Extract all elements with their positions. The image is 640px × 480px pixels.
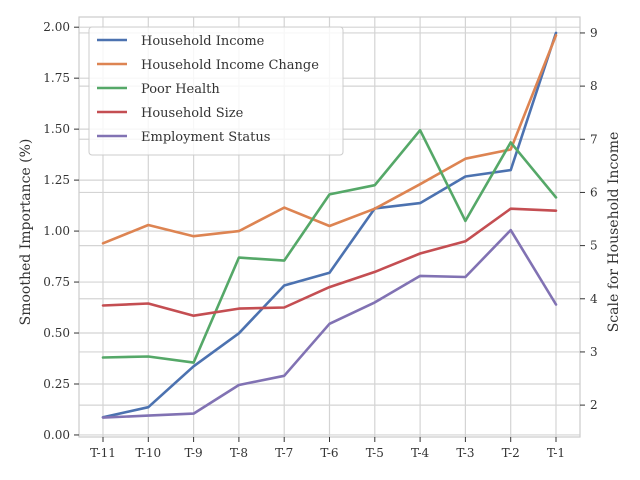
y-tick-label: 0.75	[43, 275, 70, 289]
y-tick-label-right: 4	[590, 292, 598, 306]
x-tick-label: T-2	[502, 446, 520, 460]
legend-label: Household Income Change	[141, 58, 319, 73]
y-tick-label-right: 2	[590, 398, 598, 412]
x-tick-label: T-7	[275, 446, 293, 460]
legend-box	[88, 26, 344, 156]
y-tick-label: 0.25	[43, 377, 70, 391]
x-tick-label: T-4	[411, 446, 430, 460]
series-line-household-size	[101, 207, 558, 318]
legend-label: Household Size	[141, 106, 244, 121]
y-tick-label: 0.00	[43, 428, 70, 442]
series-line-poor-health	[101, 128, 558, 364]
legend-label: Household Income	[141, 34, 265, 49]
y-tick-label: 2.00	[43, 20, 70, 34]
y-axis-label-right: Scale for Household Income	[606, 132, 622, 333]
axes: 0.00 0.25 0.50 0.75 1.00 1.25 1.50 1.75 2.00 2 3 4 5…	[43, 16, 598, 460]
x-tick-label: T-6	[320, 446, 338, 460]
y-tick-label: 1.00	[43, 224, 70, 238]
x-tick-label: T-5	[366, 446, 384, 460]
x-tick-label: T-11	[90, 446, 116, 460]
x-tick-label: T-1	[547, 446, 565, 460]
y-tick-label-right: 6	[590, 185, 598, 199]
series-lines	[101, 31, 558, 419]
y-tick-label: 1.25	[43, 173, 70, 187]
y-tick-label: 0.50	[43, 326, 70, 340]
series-line-household-income	[101, 31, 558, 419]
legend-label: Poor Health	[141, 82, 220, 97]
y-tick-label-right: 9	[590, 26, 598, 40]
x-tick-label: T-9	[185, 446, 203, 460]
legend: Household Income Household Income Change P…	[88, 26, 344, 156]
y-tick-label-right: 8	[590, 79, 598, 93]
y-tick-label-right: 5	[590, 239, 598, 253]
x-tick-label: T-8	[230, 446, 248, 460]
y-tick-label: 1.75	[43, 71, 70, 85]
y-tick-label-right: 3	[590, 345, 598, 359]
y-tick-label-right: 7	[590, 132, 598, 146]
x-tick-label: T-3	[456, 446, 474, 460]
series-line-employment-status	[101, 228, 558, 419]
series-line-household-income-change	[101, 33, 558, 245]
y-tick-label: 1.50	[43, 122, 70, 136]
legend-label: Employment Status	[141, 130, 270, 145]
x-tick-label: T-10	[135, 446, 161, 460]
y-axis-label: Smoothed Importance (%)	[18, 139, 34, 326]
